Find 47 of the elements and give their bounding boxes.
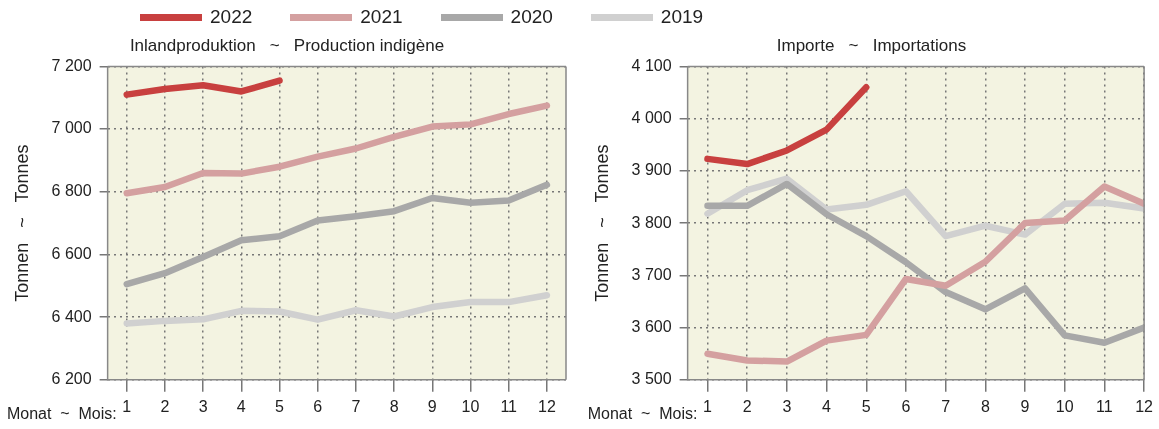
x-axis-title: Monat ~ Mois: [6, 405, 117, 423]
x-tick-label: 8 [389, 397, 399, 415]
x-tick-label: 2 [160, 397, 170, 415]
y-tick-label: 3 700 [631, 265, 672, 283]
x-tick-label: 9 [427, 397, 437, 415]
x-tick-label: 4 [822, 397, 832, 415]
x-tick-label: 6 [901, 397, 911, 415]
x-tick-label: 12 [1135, 397, 1154, 415]
y-tick-label: 3 900 [631, 161, 672, 179]
x-tick-label: 8 [980, 397, 990, 415]
x-tick-label: 11 [500, 397, 518, 415]
x-tick-label: 6 [313, 397, 323, 415]
y-tick-label: 4 000 [631, 109, 672, 127]
y-tick-label: 3 500 [631, 370, 672, 388]
x-tick-label: 5 [861, 397, 871, 415]
chart-title: Inlandproduktion ~ Production indigène [129, 35, 445, 55]
x-tick-label: 10 [1055, 397, 1074, 415]
y-tick-label: 4 100 [631, 56, 672, 74]
y-tick-label: 6 400 [51, 307, 92, 325]
x-tick-label: 1 [703, 397, 713, 415]
x-tick-label: 1 [122, 397, 132, 415]
legend-label: 2019 [660, 6, 704, 28]
y-tick-label: 3 600 [631, 317, 672, 335]
y-tick-label: 6 600 [51, 244, 92, 262]
x-tick-label: 10 [461, 397, 480, 415]
x-tick-label: 5 [275, 397, 285, 415]
legend-label: 2022 [210, 6, 253, 28]
chart-title: Importe ~ Importations [776, 35, 967, 55]
x-tick-label: 7 [941, 397, 951, 415]
x-tick-label: 4 [236, 397, 246, 415]
x-tick-label: 11 [1096, 397, 1113, 415]
x-tick-label: 3 [198, 397, 208, 415]
y-tick-label: 3 800 [631, 213, 672, 231]
x-tick-label: 9 [1020, 397, 1030, 415]
legend-label: 2020 [510, 6, 553, 28]
x-tick-label: 12 [538, 397, 556, 415]
x-tick-label: 7 [351, 397, 361, 415]
legend-label: 2021 [360, 6, 403, 28]
y-tick-label: 6 800 [51, 182, 92, 200]
y-axis-title: Tonnen ~ Tonnes [591, 144, 612, 302]
y-tick-label: 7 000 [51, 119, 92, 137]
x-tick-label: 3 [782, 397, 792, 415]
y-axis-title: Tonnen ~ Tonnes [11, 144, 32, 302]
y-tick-label: 7 200 [51, 56, 92, 74]
y-tick-label: 6 200 [51, 370, 92, 388]
x-axis-title: Monat ~ Mois: [587, 405, 698, 423]
x-tick-label: 2 [742, 397, 752, 415]
